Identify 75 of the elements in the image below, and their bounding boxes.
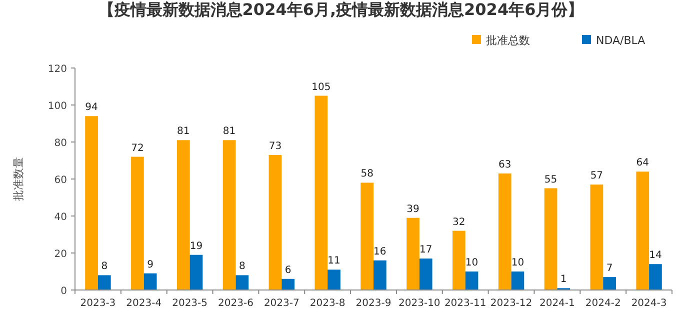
legend-label: NDA/BLA <box>596 34 646 47</box>
x-tick-label: 2024-2 <box>585 298 621 309</box>
data-label: 32 <box>452 216 466 228</box>
data-label: 73 <box>268 140 282 152</box>
bar <box>636 172 650 290</box>
data-label: 9 <box>147 259 154 270</box>
bar <box>314 96 328 290</box>
data-label: 58 <box>360 168 374 180</box>
bar <box>98 275 111 290</box>
x-tick-label: 2023-12 <box>490 298 532 309</box>
bar <box>268 154 282 290</box>
data-label: 105 <box>312 82 331 93</box>
y-tick-label: 20 <box>54 249 67 260</box>
y-axis-title: 批准数量 <box>12 157 25 201</box>
x-tick-label: 2023-9 <box>356 298 392 309</box>
x-tick-label: 2023-4 <box>126 298 162 309</box>
data-label: 72 <box>131 142 144 154</box>
bar <box>511 272 524 290</box>
data-label: 17 <box>419 244 432 256</box>
data-label: 10 <box>511 258 524 268</box>
bar <box>190 254 203 290</box>
bar <box>222 140 236 290</box>
bar <box>498 173 512 290</box>
chart-title: 【疫情最新数据消息2024年6月,疫情最新数据消息2024年6月份】 <box>97 0 585 21</box>
data-label: 11 <box>328 256 340 267</box>
x-tick-label: 2023-10 <box>398 298 440 309</box>
data-label: 8 <box>101 261 108 272</box>
bar <box>590 184 604 290</box>
bar <box>649 264 662 290</box>
bar <box>176 140 190 290</box>
bar <box>236 275 249 290</box>
x-tick-label: 2024-3 <box>631 298 667 309</box>
y-tick-label: 100 <box>48 101 67 112</box>
y-tick-label: 120 <box>48 64 67 75</box>
data-label: 1 <box>560 274 567 286</box>
data-label: 14 <box>649 250 662 262</box>
data-label: 81 <box>177 126 190 138</box>
bar <box>544 188 558 290</box>
x-tick-label: 2023-8 <box>310 298 346 309</box>
x-tick-label: 2023-3 <box>80 298 116 309</box>
bar <box>406 218 420 290</box>
bar <box>360 182 374 290</box>
bar <box>144 273 157 290</box>
data-label: 19 <box>190 240 203 252</box>
data-label: 6 <box>284 264 292 276</box>
bar <box>452 230 466 290</box>
x-tick-label: 2023-5 <box>172 298 208 309</box>
y-tick-label: 0 <box>60 286 67 297</box>
bar <box>374 260 386 290</box>
x-tick-label: 2024-1 <box>539 298 575 309</box>
data-label: 8 <box>238 261 246 272</box>
data-label: 64 <box>636 158 649 169</box>
y-tick-label: 80 <box>54 138 67 149</box>
bar <box>85 116 98 290</box>
x-tick-label: 2023-6 <box>218 298 254 309</box>
data-label: 7 <box>606 263 613 274</box>
bar <box>419 258 432 290</box>
y-tick-label: 60 <box>54 175 67 186</box>
data-label: 16 <box>374 246 386 258</box>
data-label: 63 <box>498 159 512 170</box>
x-tick-label: 2023-11 <box>444 298 486 309</box>
bar <box>328 270 340 290</box>
bar <box>282 278 295 290</box>
x-tick-label: 2023-7 <box>264 298 300 309</box>
data-label: 55 <box>544 174 558 186</box>
bar <box>465 272 478 290</box>
y-tick-label: 40 <box>54 212 67 223</box>
bar <box>603 277 616 290</box>
data-label: 81 <box>222 126 236 138</box>
data-label: 39 <box>406 204 420 215</box>
bar <box>131 156 144 290</box>
legend-label: 批准总数 <box>486 34 530 47</box>
data-label: 94 <box>85 102 98 114</box>
data-label: 10 <box>465 258 478 268</box>
data-label: 57 <box>590 170 604 182</box>
